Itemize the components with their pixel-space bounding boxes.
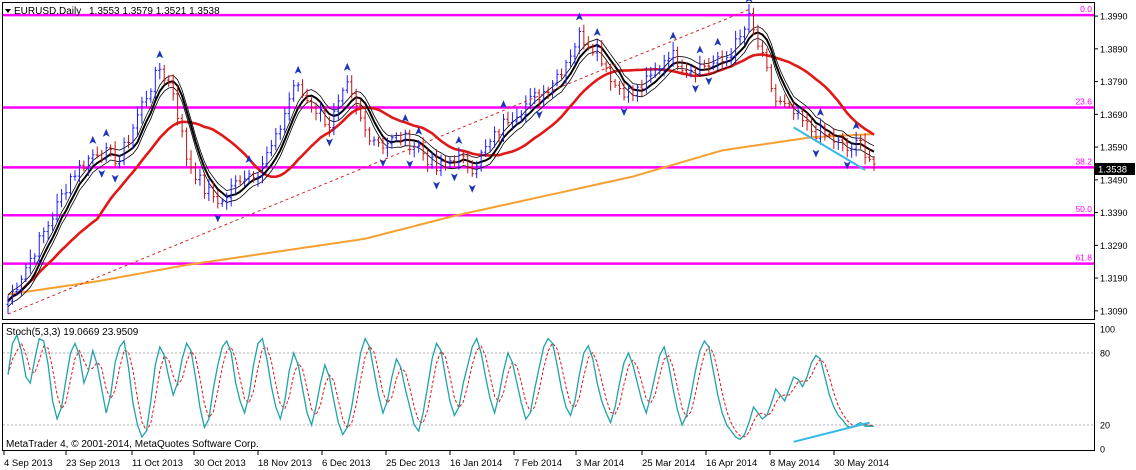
- triangle-down-icon[interactable]: [5, 9, 11, 13]
- stochastic-oscillator: 100 80 20 0: [3, 325, 1115, 455]
- fractal-up-icon: [593, 28, 601, 37]
- ma-slow-line: [7, 133, 875, 296]
- price-bars: [6, 4, 876, 314]
- price-axis-label: 1.3190: [1100, 274, 1128, 284]
- fractal-up-icon: [696, 45, 704, 54]
- fractal-up-icon: [102, 128, 110, 137]
- fractal-up-icon: [669, 31, 677, 40]
- fractal-markers: [89, 0, 860, 223]
- time-axis-label: 30 May 2014: [834, 458, 889, 469]
- fractal-down-icon: [620, 108, 628, 117]
- fractal-down-icon: [705, 77, 713, 86]
- time-axis: 4 Sep 2013 23 Sep 2013 11 Oct 2013 30 Oct 2…: [3, 451, 889, 469]
- oscillator-title: Stoch(5,3,3) 19.0669 23.9509: [6, 327, 139, 338]
- fractal-down-icon: [406, 160, 414, 169]
- oscillator-axis-label: 80: [1100, 349, 1110, 359]
- time-axis-label: 25 Mar 2014: [642, 458, 695, 469]
- fractal-up-icon: [499, 100, 507, 109]
- oscillator-axis-label: 100: [1100, 325, 1115, 335]
- fractal-up-icon: [245, 155, 253, 164]
- fractal-down-icon: [691, 84, 699, 93]
- price-axis-label: 1.3690: [1100, 110, 1128, 120]
- fractal-down-icon: [433, 181, 441, 190]
- fractal-up-icon: [575, 12, 583, 21]
- trend-lines[interactable]: [7, 9, 866, 315]
- divergence-line-oscillator[interactable]: [793, 421, 870, 443]
- current-price-box: [1095, 163, 1135, 175]
- fractal-up-icon: [343, 62, 351, 71]
- time-axis-label: 30 Oct 2013: [194, 458, 246, 469]
- fractal-up-icon: [714, 37, 722, 46]
- ohlc-values: 1.3553 1.3579 1.3521 1.3538: [89, 6, 220, 17]
- price-axis-label: 1.3490: [1100, 175, 1128, 185]
- fib-level-label: 23.6: [1075, 96, 1092, 106]
- price-axis-label: 1.3890: [1100, 44, 1128, 54]
- price-axis-label: 1.3590: [1100, 143, 1128, 153]
- fractal-up-icon: [852, 121, 860, 130]
- symbol-label: EURUSD,Daily: [14, 6, 81, 17]
- fractal-up-icon: [294, 65, 302, 74]
- fractal-up-icon: [415, 126, 423, 135]
- time-axis-label: 18 Nov 2013: [258, 458, 312, 469]
- stoch-main-line: [7, 333, 874, 441]
- fractal-down-icon: [98, 169, 106, 178]
- price-axis-label: 1.3290: [1100, 241, 1128, 251]
- fractal-up-icon: [401, 113, 409, 122]
- fractal-down-icon: [450, 173, 458, 182]
- fractal-down-icon: [843, 161, 851, 170]
- fractal-up-icon: [89, 135, 97, 144]
- price-axis-label: 1.3790: [1100, 77, 1128, 87]
- time-axis-label: 23 Sep 2013: [66, 458, 120, 469]
- time-axis-label: 3 Mar 2014: [576, 458, 624, 469]
- fibonacci-levels[interactable]: 0.0 23.6 38.2 50.0 61.8: [3, 4, 1094, 265]
- time-axis-label: 6 Dec 2013: [322, 458, 371, 469]
- time-axis-label: 11 Oct 2013: [132, 458, 183, 469]
- oscillator-frame: [2, 323, 1095, 451]
- oscillator-axis-label: 20: [1100, 421, 1110, 431]
- fractal-down-icon: [214, 214, 222, 223]
- fib-level-label: 61.8: [1075, 253, 1092, 263]
- price-axis-label: 1.3990: [1100, 12, 1128, 22]
- fib-level-label: 0.0: [1080, 4, 1092, 14]
- fractal-up-icon: [816, 108, 824, 117]
- fractal-down-icon: [535, 110, 543, 119]
- trend-channel-line[interactable]: [7, 9, 750, 315]
- time-axis-label: 8 May 2014: [770, 458, 820, 469]
- envelope-upper-line: [7, 26, 875, 296]
- fractal-up-icon: [745, 0, 753, 3]
- fractal-down-icon: [812, 149, 820, 158]
- time-axis-label: 25 Dec 2013: [386, 458, 440, 469]
- time-axis-label: 16 Jan 2014: [450, 458, 502, 469]
- main-chart-frame: [2, 2, 1095, 320]
- oscillator-axis-label: 0: [1100, 445, 1105, 455]
- fractal-down-icon: [325, 138, 333, 147]
- fractal-up-icon: [455, 136, 463, 145]
- time-axis-label: 7 Feb 2014: [514, 458, 562, 469]
- fractal-down-icon: [111, 174, 119, 183]
- price-axis: 1.3990 1.3890 1.3790 1.3690 1.3590 1.3490 1.33…: [1094, 12, 1128, 316]
- time-axis-label: 4 Sep 2013: [4, 458, 53, 469]
- stoch-signal-line: [7, 341, 875, 438]
- price-axis-label: 1.3090: [1100, 306, 1128, 316]
- divergence-line-price[interactable]: [793, 126, 866, 171]
- copyright-text: MetaTrader 4, © 2001-2014, MetaQuotes So…: [6, 439, 259, 450]
- current-price-label: 1.3538: [1098, 165, 1127, 176]
- fractal-down-icon: [468, 184, 476, 193]
- fib-level-label: 38.2: [1075, 156, 1092, 166]
- time-axis-label: 16 Apr 2014: [706, 458, 757, 469]
- fractal-up-icon: [156, 50, 164, 59]
- price-axis-label: 1.3390: [1100, 208, 1128, 218]
- fib-level-label: 50.0: [1075, 204, 1092, 214]
